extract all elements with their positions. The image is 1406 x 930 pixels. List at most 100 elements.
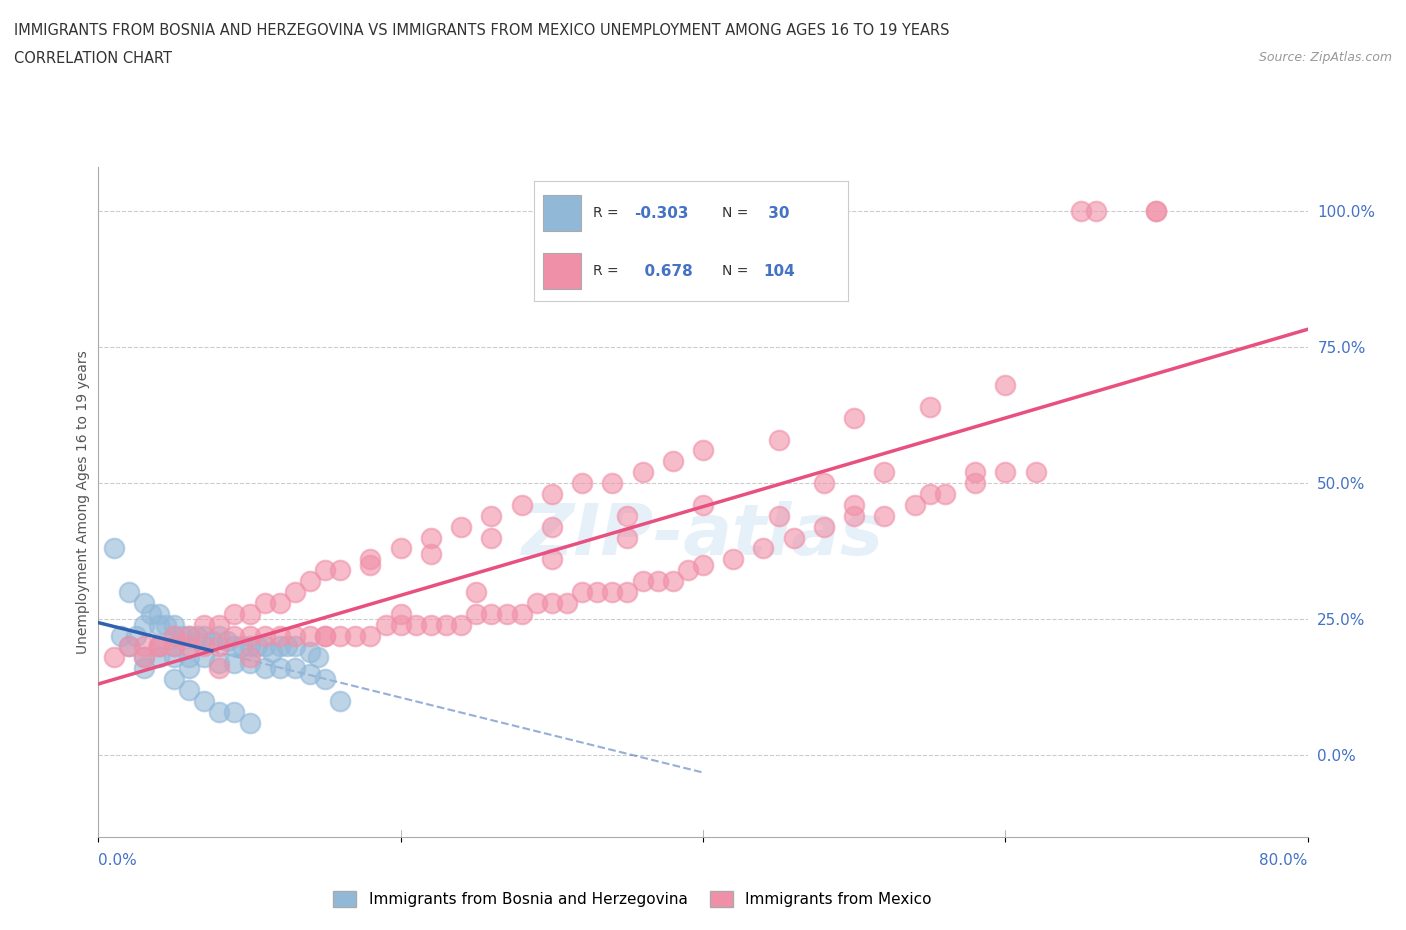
- Point: [253, 628, 276, 643]
- Point: [571, 476, 593, 491]
- Point: [208, 661, 231, 676]
- Point: [420, 547, 443, 562]
- Point: [450, 618, 472, 632]
- Point: [662, 454, 685, 469]
- Point: [208, 656, 231, 671]
- Point: [360, 557, 382, 572]
- Point: [329, 628, 352, 643]
- Point: [170, 628, 193, 643]
- Point: [994, 465, 1017, 480]
- Point: [481, 606, 503, 621]
- Point: [481, 530, 503, 545]
- Point: [239, 650, 262, 665]
- Point: [193, 628, 215, 643]
- Point: [148, 639, 170, 654]
- Point: [103, 541, 125, 556]
- Point: [132, 661, 155, 676]
- Point: [307, 650, 329, 665]
- Point: [179, 661, 201, 676]
- Point: [374, 618, 396, 632]
- Point: [253, 639, 276, 654]
- Point: [360, 628, 382, 643]
- Point: [118, 639, 141, 654]
- Point: [118, 639, 141, 654]
- Point: [239, 656, 262, 671]
- Point: [163, 618, 186, 632]
- Text: Source: ZipAtlas.com: Source: ZipAtlas.com: [1258, 51, 1392, 64]
- Point: [239, 628, 262, 643]
- Point: [253, 595, 276, 610]
- Point: [284, 628, 307, 643]
- Point: [904, 498, 927, 512]
- Point: [179, 628, 201, 643]
- Point: [132, 650, 155, 665]
- Point: [934, 486, 956, 501]
- Text: 0.0%: 0.0%: [98, 854, 138, 869]
- Point: [163, 650, 186, 665]
- Point: [141, 606, 163, 621]
- Point: [510, 498, 533, 512]
- Point: [526, 595, 548, 610]
- Point: [155, 618, 177, 632]
- Point: [132, 618, 155, 632]
- Y-axis label: Unemployment Among Ages 16 to 19 years: Unemployment Among Ages 16 to 19 years: [76, 351, 90, 654]
- Point: [299, 644, 322, 659]
- Point: [420, 618, 443, 632]
- Point: [179, 650, 201, 665]
- Point: [314, 671, 336, 686]
- Point: [752, 541, 775, 556]
- Point: [314, 628, 336, 643]
- Point: [631, 465, 654, 480]
- Point: [208, 618, 231, 632]
- Point: [239, 715, 262, 730]
- Point: [844, 509, 866, 524]
- Point: [193, 639, 215, 654]
- Point: [329, 563, 352, 578]
- Point: [148, 639, 170, 654]
- Point: [299, 666, 322, 681]
- Point: [224, 628, 246, 643]
- Point: [179, 628, 201, 643]
- Point: [215, 633, 238, 648]
- Point: [676, 563, 699, 578]
- Point: [163, 639, 186, 654]
- Point: [193, 650, 215, 665]
- Point: [918, 486, 941, 501]
- Point: [132, 650, 155, 665]
- Point: [193, 618, 215, 632]
- Point: [541, 519, 564, 534]
- Point: [616, 509, 638, 524]
- Point: [1146, 204, 1168, 219]
- Point: [586, 585, 609, 600]
- Point: [179, 639, 201, 654]
- Point: [783, 530, 806, 545]
- Point: [148, 618, 170, 632]
- Point: [1146, 204, 1168, 219]
- Point: [163, 639, 186, 654]
- Point: [224, 606, 246, 621]
- Point: [110, 628, 132, 643]
- Point: [201, 633, 224, 648]
- Point: [179, 683, 201, 698]
- Point: [253, 661, 276, 676]
- Point: [163, 628, 186, 643]
- Point: [723, 551, 745, 566]
- Point: [420, 530, 443, 545]
- Point: [389, 606, 412, 621]
- Point: [148, 639, 170, 654]
- Point: [1024, 465, 1046, 480]
- Legend: Immigrants from Bosnia and Herzegovina, Immigrants from Mexico: Immigrants from Bosnia and Herzegovina, …: [328, 884, 938, 913]
- Point: [299, 574, 322, 589]
- Point: [631, 574, 654, 589]
- Point: [269, 595, 291, 610]
- Point: [616, 585, 638, 600]
- Point: [284, 661, 307, 676]
- Point: [994, 378, 1017, 392]
- Text: 80.0%: 80.0%: [1260, 854, 1308, 869]
- Point: [602, 585, 624, 600]
- Text: IMMIGRANTS FROM BOSNIA AND HERZEGOVINA VS IMMIGRANTS FROM MEXICO UNEMPLOYMENT AM: IMMIGRANTS FROM BOSNIA AND HERZEGOVINA V…: [14, 23, 949, 38]
- Point: [844, 410, 866, 425]
- Point: [495, 606, 517, 621]
- Point: [662, 574, 685, 589]
- Point: [269, 639, 291, 654]
